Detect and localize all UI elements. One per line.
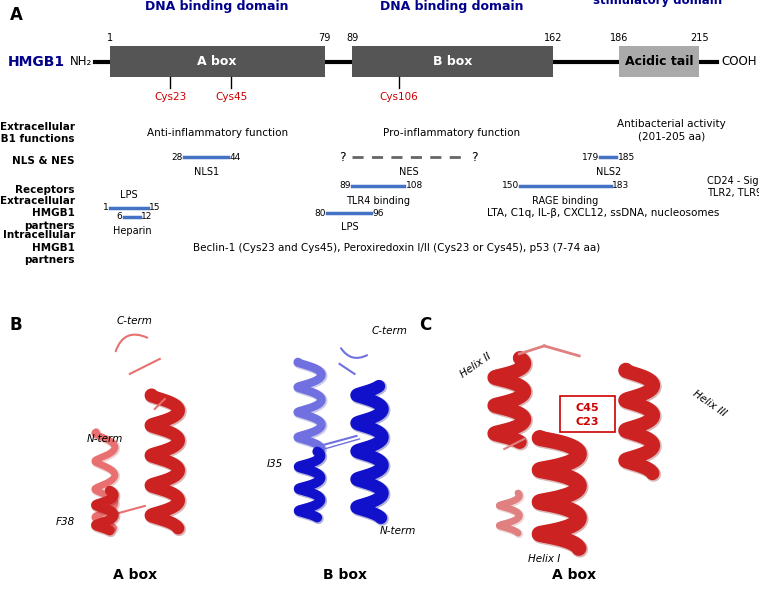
Text: Extracellular
HMGB1
partners: Extracellular HMGB1 partners: [0, 196, 75, 231]
Text: 215: 215: [690, 33, 708, 43]
Text: A box: A box: [197, 55, 237, 68]
Text: 1: 1: [107, 33, 113, 43]
Bar: [352, 46, 553, 77]
Text: NES: NES: [398, 167, 418, 177]
Text: C23: C23: [575, 417, 599, 427]
Text: 1: 1: [103, 203, 109, 213]
Text: COOH: COOH: [721, 55, 757, 68]
Text: Cys23: Cys23: [154, 92, 187, 102]
Text: 15: 15: [150, 203, 161, 213]
Text: ?: ?: [471, 150, 477, 163]
Text: ?: ?: [339, 150, 346, 163]
Text: N-term: N-term: [87, 434, 123, 444]
Text: 150: 150: [502, 181, 519, 190]
Text: A: A: [10, 5, 23, 24]
Text: Anti-inflammatory function: Anti-inflammatory function: [146, 128, 288, 138]
Bar: [560, 396, 616, 432]
Text: C45: C45: [575, 403, 599, 413]
Text: Antibacterial activity
(201-205 aa): Antibacterial activity (201-205 aa): [617, 119, 726, 142]
Text: Helix II: Helix II: [458, 352, 493, 380]
Text: C: C: [420, 316, 432, 334]
Text: C-term: C-term: [371, 326, 408, 336]
Text: 162: 162: [544, 33, 562, 43]
Text: 89: 89: [346, 33, 358, 43]
Text: NLS1: NLS1: [194, 167, 219, 177]
Text: Heparin: Heparin: [112, 226, 151, 236]
Text: F38: F38: [55, 517, 75, 527]
Text: Helix I: Helix I: [528, 554, 560, 564]
Text: A box: A box: [553, 568, 597, 582]
Text: 179: 179: [581, 153, 599, 162]
Text: NLS & NES: NLS & NES: [12, 156, 75, 166]
Text: Acidic tail: Acidic tail: [625, 55, 694, 68]
Text: A box: A box: [113, 568, 157, 582]
Bar: [619, 46, 699, 77]
Text: CD24 - Siglec-10
TLR2, TLR9, Tim-3: CD24 - Siglec-10 TLR2, TLR9, Tim-3: [707, 176, 759, 198]
Text: RAGE binding: RAGE binding: [532, 196, 599, 206]
Text: DNA binding domain: DNA binding domain: [380, 0, 523, 13]
Text: B box: B box: [433, 55, 472, 68]
Text: 28: 28: [172, 153, 183, 162]
Text: 89: 89: [340, 181, 351, 190]
Text: Cys106: Cys106: [380, 92, 418, 102]
Text: 186: 186: [610, 33, 628, 43]
Bar: [110, 46, 325, 77]
Text: DNA binding domain: DNA binding domain: [146, 0, 289, 13]
Text: I35: I35: [266, 459, 282, 469]
Text: Pro-inflammatory function: Pro-inflammatory function: [383, 128, 520, 138]
Text: Helix III: Helix III: [691, 389, 728, 419]
Text: 80: 80: [315, 209, 326, 218]
Text: LTA, C1q, IL-β, CXCL12, ssDNA, nucleosomes: LTA, C1q, IL-β, CXCL12, ssDNA, nucleosom…: [487, 208, 719, 219]
Text: LPS: LPS: [121, 190, 138, 200]
Text: NH₂: NH₂: [70, 55, 92, 68]
Text: Intracellular
HMGB1
partners: Intracellular HMGB1 partners: [2, 230, 75, 265]
Text: Receptors: Receptors: [15, 185, 75, 195]
Text: 185: 185: [618, 153, 635, 162]
Text: Beclin-1 (Cys23 and Cys45), Peroxiredoxin I/II (Cys23 or Cys45), p53 (7-74 aa): Beclin-1 (Cys23 and Cys45), Peroxiredoxi…: [193, 243, 600, 253]
Text: 108: 108: [405, 181, 423, 190]
Text: TLR4 binding: TLR4 binding: [346, 196, 411, 206]
Text: 79: 79: [319, 33, 331, 43]
Text: HMGB1: HMGB1: [8, 55, 65, 69]
Text: Extracellular
HMGB1 functions: Extracellular HMGB1 functions: [0, 122, 75, 144]
Text: N-term: N-term: [380, 526, 416, 536]
Text: B box: B box: [323, 568, 367, 582]
Text: B: B: [10, 316, 23, 334]
Text: 44: 44: [229, 153, 241, 162]
Text: 6: 6: [117, 212, 123, 222]
Text: LPS: LPS: [341, 222, 358, 232]
Text: Cys45: Cys45: [215, 92, 247, 102]
Text: 183: 183: [612, 181, 629, 190]
Text: Transcription
stimulatory domain: Transcription stimulatory domain: [594, 0, 723, 7]
Text: 12: 12: [141, 212, 153, 222]
Text: C-term: C-term: [117, 316, 153, 326]
Text: NLS2: NLS2: [596, 167, 621, 177]
Text: 96: 96: [373, 209, 384, 218]
